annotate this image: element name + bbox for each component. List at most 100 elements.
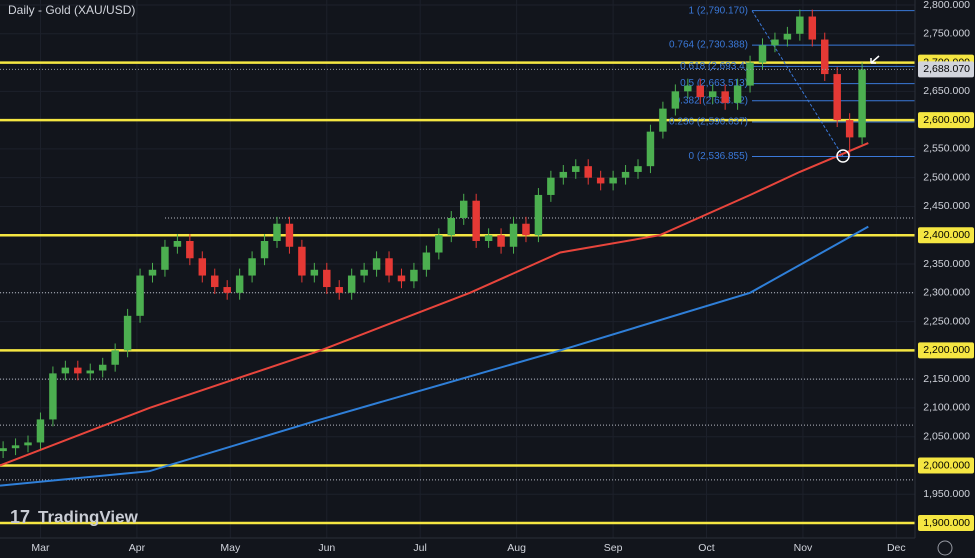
candles-layer	[0, 9, 866, 458]
candle-body	[484, 235, 493, 241]
x-tick-label: Sep	[604, 542, 623, 554]
x-tick-label: Oct	[698, 542, 714, 554]
candle-body	[821, 39, 829, 75]
candle-body	[858, 69, 866, 138]
last-price-box	[918, 61, 974, 78]
y-tick-label: 2,400.000	[923, 229, 970, 241]
candle-body	[646, 131, 655, 167]
x-tick-label: Mar	[31, 542, 50, 554]
candle-body	[148, 269, 157, 276]
y-tick-label: 2,150.000	[923, 373, 970, 385]
candle-body	[86, 370, 94, 374]
y-tick-label: 2,450.000	[923, 200, 970, 212]
candle-body	[796, 16, 804, 34]
y-tick-label: 2,500.000	[923, 171, 970, 183]
level-label-box	[918, 457, 974, 474]
candle-body	[721, 91, 729, 103]
candle-body	[310, 269, 319, 276]
y-tick-label: 2,200.000	[923, 344, 970, 356]
candle-body	[746, 62, 754, 86]
candle-body	[422, 252, 431, 270]
candle-body	[11, 445, 20, 449]
candle-body	[0, 448, 7, 452]
candle-body	[123, 315, 132, 351]
candle-body	[783, 33, 792, 40]
candle-body	[509, 223, 518, 247]
candle-body	[584, 166, 592, 178]
candle-body	[708, 91, 717, 98]
x-tick-label: Nov	[794, 542, 813, 554]
moving-average	[0, 225, 869, 487]
candle-body	[771, 39, 779, 46]
fib-trend	[751, 10, 844, 157]
y-tick-label: 2,000.000	[923, 459, 970, 471]
candle-body	[248, 258, 256, 276]
watermark: 17 TradingView	[10, 507, 139, 527]
candle-body	[559, 171, 568, 178]
x-tick-label: Dec	[887, 542, 906, 554]
candle-body	[186, 240, 194, 259]
fib-label: 0.382 (2,633.62)	[675, 95, 748, 106]
candle-body	[596, 177, 605, 184]
x-tick-label: Jul	[413, 542, 426, 554]
y-tick-label: 2,550.000	[923, 143, 970, 155]
y-tick-label: 1,950.000	[923, 488, 970, 500]
y-tick-label: 2,100.000	[923, 402, 970, 414]
candle-body	[298, 246, 306, 276]
fib-label: 1 (2,790.170)	[689, 5, 749, 16]
candle-body	[385, 258, 393, 276]
fib-label: 0.618 (2,693.4)	[680, 61, 748, 72]
candle-body	[111, 350, 119, 365]
candle-body	[808, 16, 817, 40]
candle-body	[136, 275, 144, 316]
candle-body	[98, 364, 107, 371]
level-label-box	[918, 227, 974, 244]
fib-label: 0.764 (2,730.388)	[669, 40, 748, 51]
candle-body	[372, 258, 381, 270]
y-tick-label: 1,900.000	[923, 517, 970, 529]
level-label-box	[918, 342, 974, 359]
axis-button[interactable]	[937, 540, 953, 556]
candle-body	[572, 166, 580, 172]
y-tick-label: 2,800.000	[923, 0, 970, 11]
candle-body	[410, 269, 418, 282]
candle-body	[547, 177, 555, 195]
candle-body	[733, 85, 742, 103]
candle-body	[435, 235, 443, 253]
candle-body	[684, 85, 692, 92]
candle-body	[285, 223, 294, 247]
y-tick-label: 2,050.000	[923, 430, 970, 442]
settings-button[interactable]	[937, 540, 953, 556]
candle-body	[833, 74, 841, 121]
candle-body	[659, 108, 667, 132]
x-tick-label: May	[220, 542, 241, 554]
candle-body	[36, 419, 45, 443]
ma-layer	[0, 142, 869, 487]
candle-body	[323, 269, 331, 288]
candle-body	[273, 223, 281, 241]
candle-body	[459, 200, 468, 218]
candle-body	[173, 240, 182, 247]
candle-body	[74, 367, 82, 374]
x-tick-label: Apr	[129, 542, 146, 554]
candle-body	[61, 367, 70, 374]
fib-label: 0 (2,536.855)	[689, 151, 749, 162]
x-tick-label: Aug	[507, 542, 526, 554]
candle-body	[447, 217, 456, 236]
candle-body	[671, 91, 680, 109]
candle-body	[211, 275, 219, 288]
moving-average	[0, 142, 869, 467]
candle-body	[634, 166, 642, 172]
last-price-label: 2,688.070	[923, 63, 970, 75]
y-tick-label: 2,600.000	[923, 114, 970, 126]
candle-body	[534, 194, 543, 236]
candle-body	[24, 442, 32, 446]
candle-body	[360, 269, 368, 276]
candle-body	[845, 120, 854, 138]
watermark-text: TradingView	[38, 507, 139, 526]
y-tick-label: 2,250.000	[923, 315, 970, 327]
candle-body	[472, 200, 480, 241]
candle-body	[497, 235, 505, 247]
